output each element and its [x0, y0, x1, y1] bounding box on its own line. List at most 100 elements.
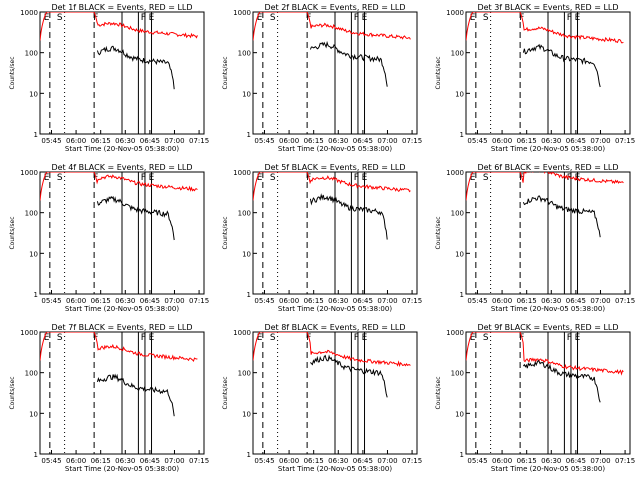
series-line-events	[96, 373, 175, 417]
series-line-lld	[466, 332, 624, 376]
y-tick-label: 1	[247, 131, 251, 139]
chart-panel: Det 4f BLACK = Events, RED = LLD Counts/s…	[9, 163, 209, 313]
y-tick-label: 100	[25, 50, 38, 58]
x-axis-label: Start Time (20-Nov-05 05:38:00)	[65, 465, 179, 473]
y-axis-label: Counts/sec	[222, 56, 229, 89]
chart-panel: Det 8f BLACK = Events, RED = LLD Counts/s…	[222, 323, 422, 473]
y-tick-label: 1	[34, 131, 38, 139]
x-tick-label: 07:00	[164, 457, 184, 465]
x-tick-label: 06:00	[279, 137, 299, 145]
y-tick-label: 1000	[20, 169, 38, 177]
x-tick-label: 06:00	[66, 137, 86, 145]
x-tick-label: 06:45	[566, 457, 586, 465]
event-annotation: F	[354, 13, 359, 23]
y-axis-label: Counts/sec	[9, 56, 16, 89]
x-tick-label: 06:00	[66, 297, 86, 305]
chart-panel: Det 2f BLACK = Events, RED = LLD Counts/s…	[222, 3, 422, 153]
y-axis-label: Counts/sec	[435, 56, 442, 89]
x-tick-label: 07:00	[590, 457, 610, 465]
x-tick-label: 05:45	[467, 457, 487, 465]
y-tick-label: 10	[29, 250, 38, 258]
y-axis-label: Counts/sec	[222, 376, 229, 409]
y-tick-label: 10	[29, 90, 38, 98]
chart-title: Det 8f BLACK = Events, RED = LLD	[264, 323, 405, 332]
chart-title: Det 7f BLACK = Events, RED = LLD	[51, 323, 192, 332]
event-annotation: F	[567, 333, 572, 343]
y-tick-label: 10	[29, 410, 38, 418]
event-annotation: F	[141, 13, 146, 23]
x-tick-label: 06:30	[115, 137, 135, 145]
event-annotation: S	[483, 13, 489, 23]
x-tick-label: 05:45	[41, 457, 61, 465]
event-annotation: E	[257, 13, 263, 23]
y-tick-label: 100	[25, 370, 38, 378]
x-tick-label: 06:45	[140, 137, 160, 145]
event-annotation: F	[567, 173, 572, 183]
x-axis-label: Start Time (20-Nov-05 05:38:00)	[491, 305, 605, 313]
series-line-lld	[40, 332, 198, 362]
series-line-events	[309, 193, 388, 240]
series-line-events	[96, 45, 175, 90]
y-tick-label: 100	[238, 370, 251, 378]
event-annotation: S	[483, 173, 489, 183]
event-annotation: S	[270, 13, 276, 23]
y-axis-label: Counts/sec	[9, 216, 16, 249]
event-annotation: F	[567, 13, 572, 23]
y-axis-label: Counts/sec	[435, 216, 442, 249]
y-axis-label: Counts/sec	[435, 376, 442, 409]
chart-title: Det 9f BLACK = Events, RED = LLD	[477, 323, 618, 332]
x-tick-label: 06:45	[353, 457, 373, 465]
y-tick-label: 100	[451, 370, 464, 378]
y-tick-label: 1000	[233, 9, 251, 17]
event-annotation: E	[149, 173, 155, 183]
x-tick-label: 06:15	[517, 297, 537, 305]
x-tick-label: 06:00	[279, 297, 299, 305]
y-tick-label: 100	[451, 210, 464, 218]
x-tick-label: 06:30	[541, 297, 561, 305]
y-tick-label: 100	[238, 50, 251, 58]
y-tick-label: 1000	[20, 9, 38, 17]
series-line-lld	[466, 12, 624, 44]
x-axis-label: Start Time (20-Nov-05 05:38:00)	[65, 305, 179, 313]
x-tick-label: 07:15	[189, 457, 209, 465]
chart-panel: Det 6f BLACK = Events, RED = LLD Counts/s…	[435, 163, 635, 313]
x-tick-label: 07:15	[189, 137, 209, 145]
x-tick-label: 07:00	[164, 137, 184, 145]
x-tick-label: 05:45	[41, 137, 61, 145]
y-tick-label: 10	[455, 90, 464, 98]
series-line-lld	[253, 332, 411, 368]
event-annotation: E	[362, 333, 368, 343]
event-annotation: E	[44, 13, 50, 23]
chart-panel: Det 9f BLACK = Events, RED = LLD Counts/s…	[435, 323, 635, 473]
series-line-lld	[40, 12, 198, 41]
x-axis-label: Start Time (20-Nov-05 05:38:00)	[65, 145, 179, 153]
x-tick-label: 07:15	[615, 297, 635, 305]
event-annotation: E	[44, 173, 50, 183]
x-tick-label: 06:30	[328, 137, 348, 145]
x-tick-label: 06:45	[140, 457, 160, 465]
series-line-events	[310, 354, 388, 398]
y-tick-label: 1000	[446, 169, 464, 177]
chart-title: Det 3f BLACK = Events, RED = LLD	[477, 3, 618, 12]
x-tick-label: 06:45	[353, 297, 373, 305]
event-annotation: S	[57, 333, 63, 343]
chart-title: Det 1f BLACK = Events, RED = LLD	[51, 3, 192, 12]
x-tick-label: 06:00	[492, 297, 512, 305]
x-tick-label: 06:15	[91, 297, 111, 305]
chart-title: Det 5f BLACK = Events, RED = LLD	[264, 163, 405, 172]
x-tick-label: 07:00	[377, 297, 397, 305]
x-axis-label: Start Time (20-Nov-05 05:38:00)	[278, 145, 392, 153]
event-annotation: F	[141, 333, 146, 343]
event-annotation: E	[362, 13, 368, 23]
x-tick-label: 06:30	[541, 137, 561, 145]
y-tick-label: 1	[460, 131, 464, 139]
x-tick-label: 06:15	[517, 457, 537, 465]
y-tick-label: 1	[34, 451, 38, 459]
chart-title: Det 6f BLACK = Events, RED = LLD	[477, 163, 618, 172]
event-annotation: S	[57, 13, 63, 23]
x-tick-label: 07:15	[402, 137, 422, 145]
x-tick-label: 06:45	[566, 137, 586, 145]
event-annotation: S	[483, 333, 489, 343]
series-line-lld	[40, 172, 198, 201]
